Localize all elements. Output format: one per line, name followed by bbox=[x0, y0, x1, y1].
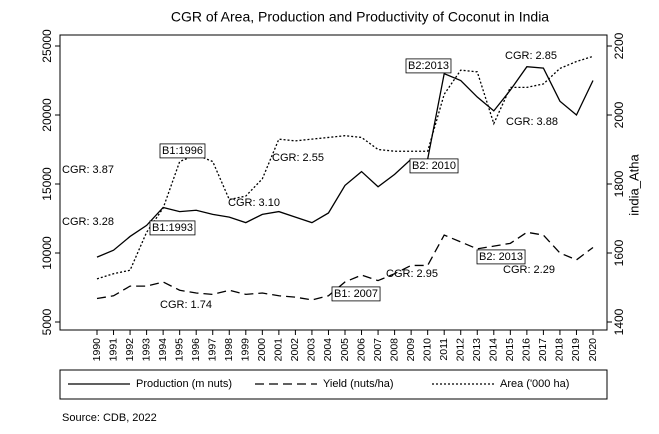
y-tick-label: 20000 bbox=[40, 98, 54, 132]
annotation: CGR: 3.10 bbox=[228, 197, 280, 209]
x-tick-label: 2000 bbox=[256, 338, 268, 362]
x-tick-label: 1994 bbox=[157, 338, 169, 362]
annotation: B2: 2013 bbox=[479, 251, 523, 263]
x-tick-label: 2001 bbox=[273, 338, 285, 362]
x-tick-label: 2010 bbox=[421, 338, 433, 362]
x-tick-label: 1998 bbox=[223, 338, 235, 362]
annotation: CGR: 3.87 bbox=[62, 164, 114, 176]
x-tick-label: 2019 bbox=[570, 338, 582, 362]
legend bbox=[59, 369, 608, 400]
annotation: CGR: 2.55 bbox=[272, 152, 324, 164]
x-tick-label: 1990 bbox=[91, 338, 103, 362]
series-line bbox=[96, 66, 594, 258]
x-tick-label: 2018 bbox=[554, 338, 566, 362]
x-tick-label: 2003 bbox=[306, 338, 318, 362]
x-tick-label: 2007 bbox=[372, 338, 384, 362]
x-tick-label: 1999 bbox=[240, 338, 252, 362]
annotation-box bbox=[405, 58, 452, 74]
annotation: CGR: 2.85 bbox=[505, 50, 557, 62]
x-tick-label: 2017 bbox=[537, 338, 549, 362]
y-tick-label: 5000 bbox=[40, 308, 54, 335]
annotation-box bbox=[409, 158, 459, 174]
annotation-box bbox=[159, 143, 206, 159]
x-tick-label: 2013 bbox=[471, 338, 483, 362]
series-line bbox=[96, 55, 594, 280]
y-tick-label: 25000 bbox=[40, 29, 54, 63]
x-tick-label: 2015 bbox=[504, 338, 516, 362]
annotation: B1:1996 bbox=[162, 145, 203, 157]
annotation: B2: 2010 bbox=[412, 160, 456, 172]
y2-axis-label: india_Atha bbox=[626, 154, 641, 216]
x-tick-label: 2004 bbox=[322, 338, 334, 362]
x-tick-label: 2016 bbox=[521, 338, 533, 362]
x-tick-label: 1991 bbox=[107, 338, 119, 362]
y2-tick-label: 1800 bbox=[612, 170, 626, 197]
x-tick-label: 2006 bbox=[355, 338, 367, 362]
y2-tick-label: 1600 bbox=[612, 239, 626, 266]
x-tick-label: 1997 bbox=[207, 338, 219, 362]
x-tick-label: 1992 bbox=[124, 338, 136, 362]
x-tick-label: 2002 bbox=[289, 338, 301, 362]
x-tick-label: 2011 bbox=[438, 338, 450, 361]
x-tick-label: 1993 bbox=[140, 338, 152, 362]
source: Source: CDB, 2022 bbox=[62, 412, 157, 424]
annotation: CGR: 2.95 bbox=[386, 268, 438, 280]
legend-label: Yield (nuts/ha) bbox=[323, 378, 394, 390]
x-tick-label: 2020 bbox=[587, 338, 599, 362]
y-tick-label: 10000 bbox=[40, 236, 54, 270]
y2-tick-label: 2000 bbox=[612, 101, 626, 128]
annotation: CGR: 3.28 bbox=[62, 216, 114, 228]
annotation: CGR: 3.88 bbox=[506, 116, 558, 128]
series-line bbox=[96, 231, 594, 301]
x-tick-label: 1995 bbox=[173, 338, 185, 362]
x-tick-label: 2009 bbox=[405, 338, 417, 362]
legend-label: Production (m nuts) bbox=[136, 378, 232, 390]
plot-frame bbox=[59, 34, 608, 331]
annotation: B1: 2007 bbox=[334, 288, 378, 300]
annotation: B1:1993 bbox=[152, 222, 193, 234]
annotation-box bbox=[331, 286, 381, 302]
annotation: CGR: 1.74 bbox=[160, 299, 212, 311]
annotation-box bbox=[149, 220, 196, 236]
x-tick-label: 2008 bbox=[388, 338, 400, 362]
annotation: B2:2013 bbox=[408, 60, 449, 72]
y-tick-label: 15000 bbox=[40, 167, 54, 201]
annotation: CGR: 2.29 bbox=[503, 264, 555, 276]
chart-title: CGR of Area, Production and Productivity… bbox=[171, 9, 549, 25]
annotation-box bbox=[476, 249, 526, 265]
x-tick-label: 2012 bbox=[455, 338, 467, 362]
legend-label: Area ('000 ha) bbox=[500, 378, 569, 390]
x-tick-label: 1996 bbox=[190, 338, 202, 362]
x-tick-label: 2014 bbox=[488, 338, 500, 362]
y2-tick-label: 2200 bbox=[612, 32, 626, 59]
x-tick-label: 2005 bbox=[339, 338, 351, 362]
y2-tick-label: 1400 bbox=[612, 308, 626, 335]
